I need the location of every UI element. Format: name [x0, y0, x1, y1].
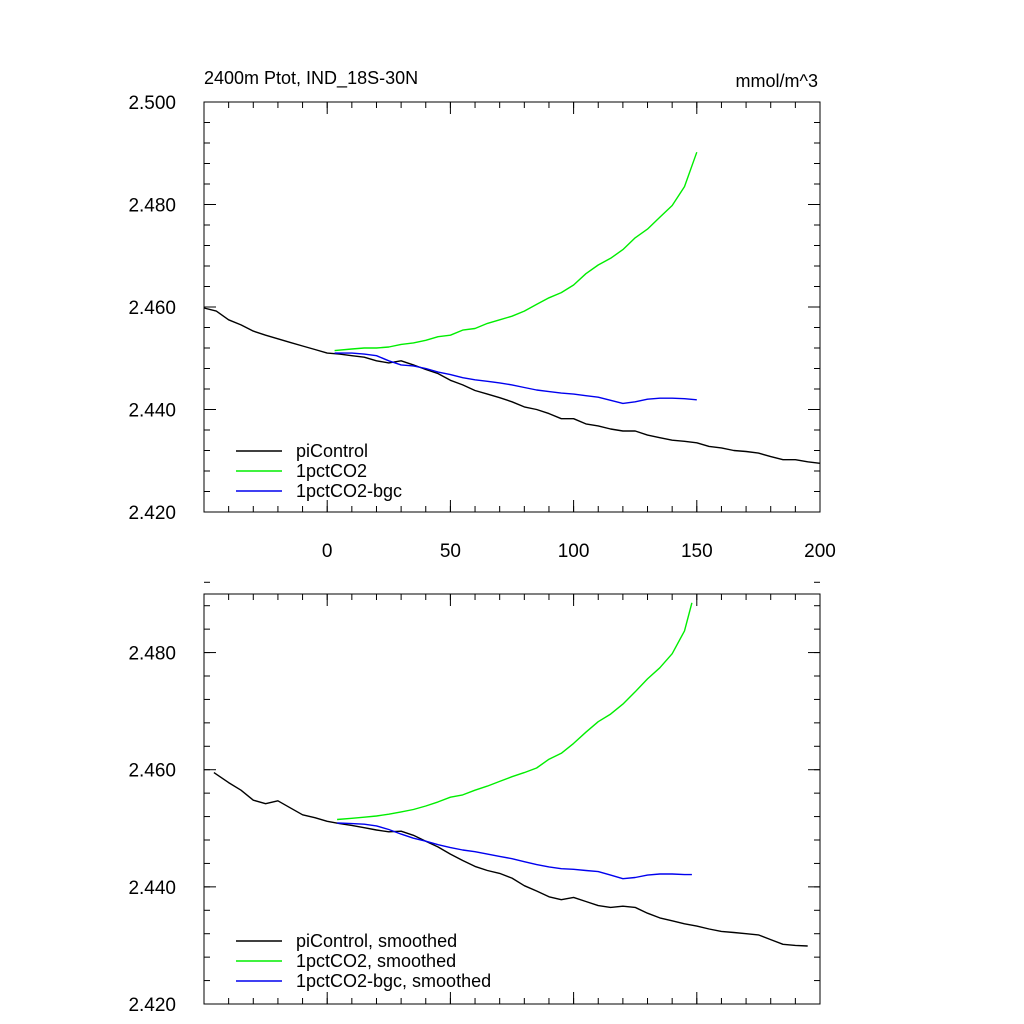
legend-label-0: piControl — [296, 441, 368, 461]
y-tick-label: 2.440 — [128, 878, 176, 899]
x-tick-label: 150 — [681, 541, 713, 562]
series-line-1 — [334, 151, 698, 352]
top-panel: 2400m Ptot, IND_18S-30N mmol/m^3 0 50 100 1… — [128, 68, 835, 562]
series-line-1 — [337, 602, 693, 821]
bottom-plot-frame — [203, 593, 821, 1005]
bottom-panel-series — [213, 602, 808, 947]
legend-label-2: 1pctCO2-bgc, smoothed — [296, 971, 491, 991]
legend-label-1: 1pctCO2, smoothed — [296, 951, 456, 971]
y-tick-label: 2.480 — [128, 644, 176, 665]
y-tick-label: 2.460 — [128, 761, 176, 782]
legend-label-2: 1pctCO2-bgc — [296, 481, 402, 501]
x-tick-label: 100 — [558, 541, 590, 562]
y-tick-label: 2.500 — [128, 93, 176, 114]
x-tick-label: 200 — [804, 541, 836, 562]
chart-title: 2400m Ptot, IND_18S-30N — [204, 68, 418, 89]
series-line-0 — [203, 307, 821, 464]
bottom-panel-ticks: 2.420 2.440 2.460 2.480 — [128, 594, 821, 1016]
y-tick-label: 2.420 — [128, 995, 176, 1016]
top-panel-series — [203, 151, 821, 464]
y-tick-label: 2.460 — [128, 298, 176, 319]
units-label: mmol/m^3 — [736, 71, 818, 91]
bottom-panel: 2.420 2.440 2.460 2.480 piControl, smoothed… — [128, 581, 821, 1016]
series-line-0 — [213, 772, 808, 947]
y-tick-label: 2.420 — [128, 503, 176, 524]
top-panel-ticks: 0 50 100 150 200 2.420 2.440 2.460 2.480 2.500 — [128, 93, 835, 562]
x-tick-label: 50 — [440, 541, 461, 562]
series-line-2 — [334, 352, 697, 405]
top-plot-frame — [203, 101, 821, 513]
x-tick-label: 0 — [322, 541, 333, 562]
series-line-2 — [337, 822, 692, 880]
y-tick-label: 2.480 — [128, 196, 176, 217]
legend-label-0: piControl, smoothed — [296, 931, 457, 951]
legend-label-1: 1pctCO2 — [296, 461, 367, 481]
y-tick-label: 2.440 — [128, 401, 176, 422]
